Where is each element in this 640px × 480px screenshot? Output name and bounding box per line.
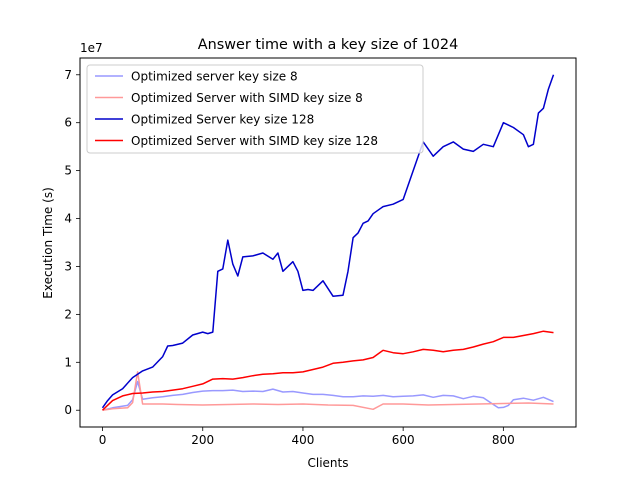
y-axis-offset-label: 1e7 [80,41,103,55]
y-tick-label: 0 [64,403,72,417]
y-tick-label: 7 [64,68,72,82]
y-axis-label: Execution Time (s) [41,187,55,299]
y-tick-label: 6 [64,116,72,130]
chart-title: Answer time with a key size of 1024 [198,37,458,53]
y-tick-label: 5 [64,164,72,178]
x-tick-label: 0 [99,433,107,447]
legend-label: Optimized Server key size 128 [131,113,314,127]
x-tick-label: 600 [392,433,415,447]
axis-ticks: 0 200 400 600 800 0 1 2 3 4 5 6 7 [64,68,514,447]
x-tick-label: 400 [291,433,314,447]
y-tick-label: 1 [64,355,72,369]
plot-lines [101,74,555,411]
y-tick-label: 4 [64,212,72,226]
y-tick-label: 2 [64,307,72,321]
legend-box [86,64,424,154]
plot-frame [79,57,577,428]
y-tick-label: 3 [64,259,72,273]
series-line-3 [101,74,555,409]
series-line-1 [102,380,554,411]
legend-label: Optimized Server with SIMD key size 8 [131,91,363,105]
series-line-4 [101,330,554,411]
x-tick-label: 200 [191,433,214,447]
series-line-2 [102,371,554,411]
legend-label: Optimized server key size 8 [131,70,298,84]
x-axis-label: Clients [308,456,349,470]
legend: Optimized server key size 8 Optimized Ser… [86,64,424,154]
x-tick-label: 800 [492,433,515,447]
legend-label: Optimized Server with SIMD key size 128 [131,134,378,148]
